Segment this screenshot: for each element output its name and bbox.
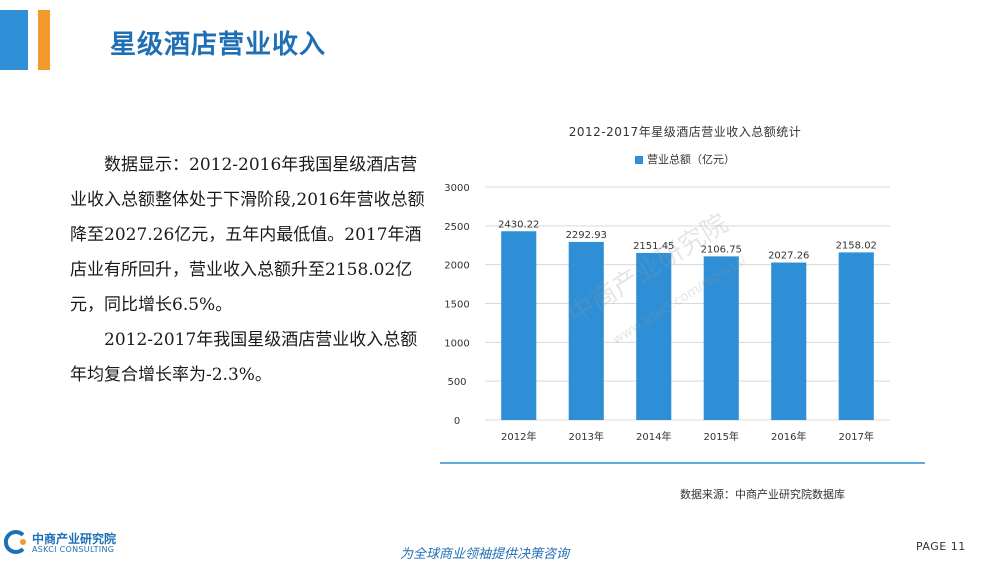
bar-data-label: 2430.22: [498, 219, 539, 230]
logo-text-en: ASKCI CONSULTING: [32, 545, 115, 554]
bar: [703, 256, 739, 420]
x-tick-label: 2016年: [771, 430, 806, 443]
logo-text-cn: 中商产业研究院: [32, 532, 117, 546]
chart-title: 2012-2017年星级酒店营业收入总额统计: [568, 125, 802, 139]
body-text: 数据显示：2012-2016年我国星级酒店营业收入总额整体处于下滑阶段,2016…: [70, 148, 425, 393]
x-tick-label: 2012年: [501, 430, 536, 443]
x-tick-label: 2014年: [636, 430, 671, 443]
footer-slogan: 为全球商业领袖提供决策咨询: [400, 547, 570, 562]
body-paragraph-2: 2012-2017年我国星级酒店营业收入总额年均复合增长率为-2.3%。: [70, 330, 418, 385]
y-tick-label: 1500: [444, 300, 469, 311]
y-tick-label: 1000: [444, 338, 469, 349]
y-tick-label: 2500: [444, 222, 469, 233]
x-tick-label: 2013年: [569, 430, 604, 443]
x-tick-label: 2015年: [704, 430, 739, 443]
bar-data-label: 2292.93: [566, 230, 607, 241]
y-tick-label: 2000: [444, 261, 469, 272]
chart-svg: 0 500 1000 1500 2000 2500 3000 2430.22 2012年 2292…: [440, 183, 925, 464]
bar-data-label: 2106.75: [701, 244, 742, 255]
bar: [838, 252, 874, 420]
header-accent-bar-blue: [0, 10, 28, 70]
logo-c-icon: [4, 530, 26, 554]
y-tick-label: 3000: [444, 183, 469, 194]
legend-swatch: [635, 156, 643, 164]
body-paragraph-1: 数据显示：2012-2016年我国星级酒店营业收入总额整体处于下滑阶段,2016…: [70, 155, 425, 315]
y-tick-label: 0: [454, 416, 460, 427]
bar: [568, 241, 604, 420]
bar-data-label: 2027.26: [768, 251, 809, 262]
y-tick-label: 500: [447, 377, 466, 388]
bar-data-label: 2151.45: [633, 241, 674, 252]
bar: [501, 231, 537, 420]
chart-legend: 营业总额（亿元）: [435, 151, 935, 167]
slide-title: 星级酒店营业收入: [110, 30, 327, 60]
chart: 0 500 1000 1500 2000 2500 3000 2430.22 2012年 2292…: [435, 115, 935, 475]
x-tick-label: 2017年: [839, 430, 874, 443]
bar-data-label: 2158.02: [836, 240, 877, 251]
header-accent-bar-orange: [38, 10, 50, 70]
bar: [771, 262, 807, 420]
page-number: PAGE 11: [916, 540, 966, 553]
data-source: 数据来源：中商产业研究院数据库: [680, 488, 845, 501]
legend-label: 营业总额（亿元）: [647, 153, 735, 166]
bar: [636, 252, 672, 420]
company-logo: 中商产业研究院 ASKCI CONSULTING: [4, 528, 154, 558]
